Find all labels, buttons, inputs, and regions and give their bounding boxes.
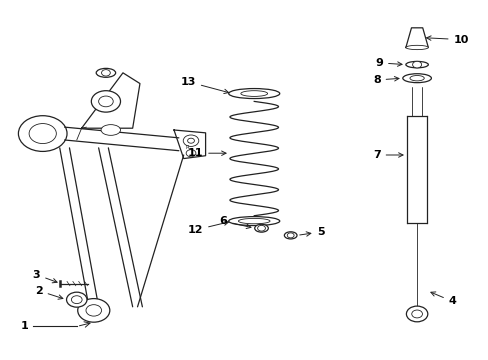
Ellipse shape (409, 76, 424, 81)
Circle shape (412, 61, 421, 68)
Text: 4: 4 (430, 292, 456, 306)
Text: 3: 3 (33, 270, 57, 283)
Polygon shape (411, 85, 421, 116)
Circle shape (19, 116, 67, 152)
Ellipse shape (66, 292, 87, 307)
Ellipse shape (402, 74, 430, 83)
Text: 12: 12 (187, 221, 228, 235)
Circle shape (102, 69, 110, 76)
Ellipse shape (71, 296, 82, 303)
Polygon shape (81, 73, 140, 128)
Ellipse shape (228, 89, 279, 99)
Circle shape (186, 150, 196, 157)
Text: R: R (185, 145, 189, 150)
Text: 1: 1 (20, 321, 28, 332)
Ellipse shape (238, 219, 269, 224)
Polygon shape (405, 28, 427, 48)
Ellipse shape (405, 45, 427, 50)
Text: 6: 6 (219, 216, 250, 229)
Circle shape (183, 135, 199, 147)
Circle shape (187, 138, 194, 143)
Text: 5: 5 (299, 227, 325, 237)
Ellipse shape (284, 232, 296, 239)
Circle shape (91, 91, 120, 112)
Ellipse shape (96, 68, 116, 77)
Text: 10: 10 (426, 35, 468, 45)
Circle shape (86, 305, 102, 316)
Circle shape (411, 310, 422, 318)
Polygon shape (174, 130, 205, 158)
Circle shape (78, 298, 110, 322)
Text: 2: 2 (35, 286, 63, 299)
Circle shape (406, 306, 427, 322)
Text: 11: 11 (187, 148, 225, 158)
Ellipse shape (254, 224, 268, 232)
Ellipse shape (228, 217, 279, 226)
Circle shape (257, 225, 265, 231)
Polygon shape (406, 116, 427, 223)
Circle shape (99, 96, 113, 107)
Text: 13: 13 (180, 77, 228, 94)
Circle shape (287, 233, 293, 238)
Ellipse shape (405, 62, 427, 68)
Text: 8: 8 (372, 75, 398, 85)
Circle shape (29, 123, 56, 144)
Text: 7: 7 (372, 150, 402, 160)
Ellipse shape (101, 125, 120, 135)
Text: 9: 9 (374, 58, 401, 68)
Ellipse shape (241, 91, 267, 96)
